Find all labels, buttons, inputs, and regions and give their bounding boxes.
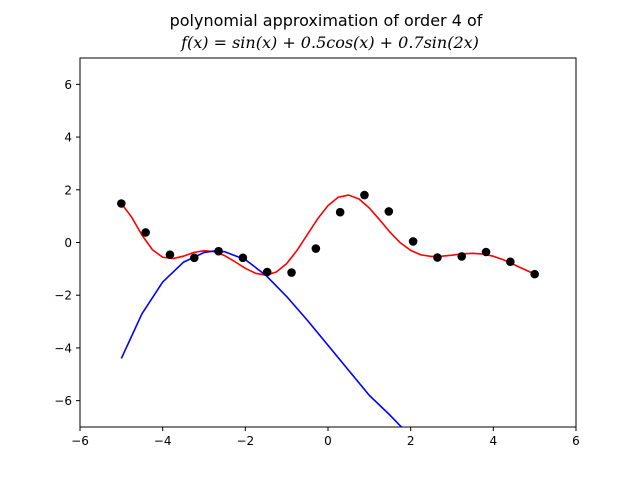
series-line-2: [120, 250, 403, 427]
scatter-point: [506, 257, 515, 267]
x-tick-label: 6: [572, 434, 580, 448]
scatter-point: [238, 253, 248, 263]
chart-title-line2: f(x) = sin(x) + 0.5cos(x) + 0.7sin(2x): [180, 33, 479, 52]
scatter-point: [360, 190, 369, 200]
y-tick-label: 2: [64, 183, 72, 197]
scatter-point: [384, 207, 394, 216]
scatter-point: [481, 247, 491, 257]
y-tick-label: −4: [54, 341, 72, 355]
scatter-point: [311, 244, 321, 253]
axes-layer: −6 −4 −2 0 2 4 6 −6 −4 −2 0 2 4 6: [54, 78, 580, 448]
plot-series-layer: [117, 190, 539, 427]
y-tick-label: 6: [64, 78, 72, 92]
scatter-point: [165, 250, 175, 259]
scatter-point: [189, 253, 199, 263]
scatter-point: [457, 252, 467, 261]
scatter-point: [214, 246, 223, 256]
scatter-point: [141, 228, 150, 237]
x-tick-label: 0: [324, 434, 332, 448]
x-tick-label: −4: [154, 434, 172, 448]
scatter-point: [408, 237, 418, 246]
series-line-0: [120, 194, 536, 276]
x-tick-label: 4: [490, 434, 498, 448]
y-tick-label: −6: [54, 394, 72, 408]
scatter-point: [335, 207, 345, 217]
x-tick-label: 2: [407, 434, 415, 448]
scatter-point: [433, 253, 442, 262]
y-tick-label: −2: [54, 289, 72, 303]
scatter-point: [117, 199, 126, 208]
x-tick-label: −2: [236, 434, 254, 448]
scatter-point: [530, 269, 539, 279]
x-tick-label: −6: [71, 434, 89, 448]
y-tick-label: 4: [64, 131, 72, 145]
scatter-point: [287, 268, 296, 277]
scatter-point: [262, 267, 272, 277]
chart-title-line1: polynomial approximation of order 4 of: [170, 11, 483, 30]
y-tick-label: 0: [64, 236, 72, 250]
